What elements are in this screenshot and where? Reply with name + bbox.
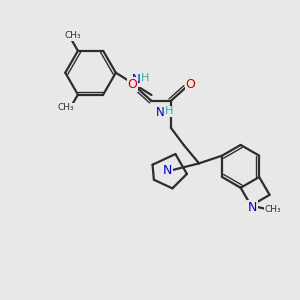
Text: H: H [165,106,173,116]
Text: O: O [185,78,195,91]
Text: CH₃: CH₃ [58,103,74,112]
Text: N: N [248,201,257,214]
Text: N: N [156,106,165,119]
Text: CH₃: CH₃ [64,31,81,40]
Text: H: H [141,73,149,83]
Text: N: N [132,73,140,86]
Text: O: O [127,78,137,91]
Text: CH₃: CH₃ [264,205,281,214]
Text: N: N [163,164,172,177]
